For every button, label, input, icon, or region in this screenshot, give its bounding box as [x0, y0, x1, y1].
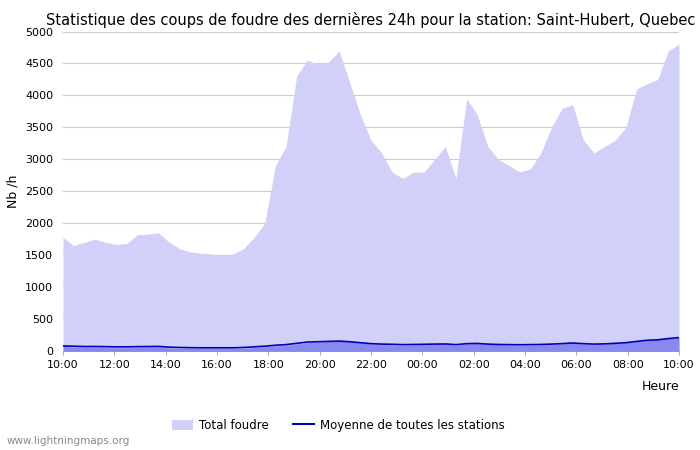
Title: Statistique des coups de foudre des dernières 24h pour la station: Saint-Hubert,: Statistique des coups de foudre des dern… [46, 12, 696, 27]
Text: www.lightningmaps.org: www.lightningmaps.org [7, 436, 130, 446]
Y-axis label: Nb /h: Nb /h [6, 175, 20, 208]
Text: Heure: Heure [641, 380, 679, 393]
